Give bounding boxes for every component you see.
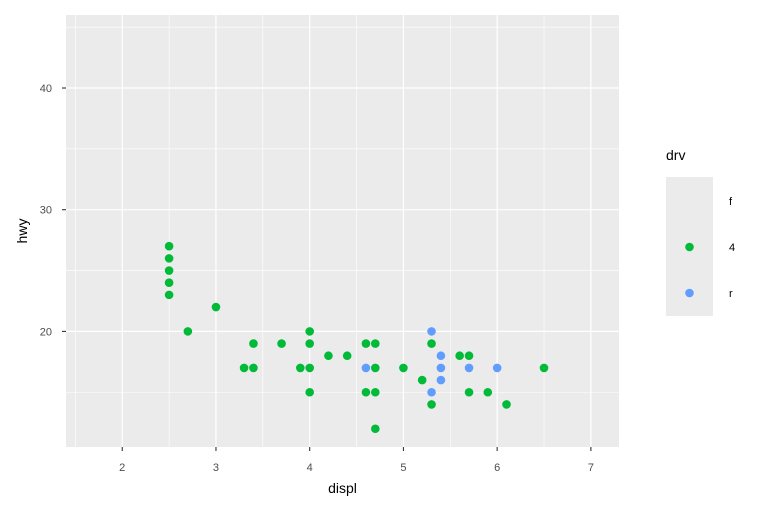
data-point-4 xyxy=(164,266,174,275)
data-point-4 xyxy=(164,290,174,300)
x-tick-label: 2 xyxy=(119,462,125,474)
legend-label-4: 4 xyxy=(729,242,735,254)
y-tick-label: 40 xyxy=(40,83,52,95)
data-point-4 xyxy=(417,375,427,385)
data-point-4 xyxy=(164,241,174,251)
data-point-4 xyxy=(305,339,314,348)
x-tick-label: 5 xyxy=(400,462,406,474)
data-point-4 xyxy=(164,254,174,263)
x-tick-label: 7 xyxy=(588,462,594,474)
data-point-4 xyxy=(427,400,436,409)
data-point-4 xyxy=(361,387,371,397)
x-tick-label: 6 xyxy=(494,462,500,474)
plot-panel xyxy=(66,15,619,447)
minor-gridlines xyxy=(66,15,619,447)
data-point-4 xyxy=(164,278,174,288)
data-points xyxy=(164,241,549,434)
data-point-4 xyxy=(183,327,193,336)
data-point-4 xyxy=(371,387,380,397)
data-point-4 xyxy=(455,351,464,361)
x-tick-label: 3 xyxy=(213,462,219,474)
data-point-4 xyxy=(277,339,286,348)
data-point-4 xyxy=(361,339,371,348)
data-point-r xyxy=(436,363,446,373)
data-point-4 xyxy=(427,339,436,348)
data-point-4 xyxy=(211,302,221,312)
data-point-4 xyxy=(464,387,474,397)
y-axis: 20 30 40 xyxy=(40,83,66,338)
legend: drv f 4 r xyxy=(666,147,735,316)
data-point-4 xyxy=(249,363,258,373)
data-point-r xyxy=(436,375,446,385)
data-point-4 xyxy=(399,363,408,373)
legend-key-4 xyxy=(685,242,694,252)
data-point-4 xyxy=(305,363,314,373)
y-axis-title: hwy xyxy=(14,219,30,244)
legend-key-r xyxy=(685,288,694,298)
y-tick-label: 30 xyxy=(40,205,52,217)
legend-label-f: f xyxy=(729,196,733,208)
data-point-r xyxy=(464,363,474,373)
data-point-4 xyxy=(483,387,493,397)
data-point-4 xyxy=(539,363,549,373)
data-point-r xyxy=(492,363,502,373)
major-gridlines xyxy=(66,15,619,447)
legend-title: drv xyxy=(666,147,685,163)
data-point-4 xyxy=(305,327,314,336)
data-point-4 xyxy=(464,351,474,361)
data-point-4 xyxy=(342,351,352,361)
x-tick-label: 4 xyxy=(307,462,313,474)
data-point-r xyxy=(436,351,446,361)
x-axis: 2 3 4 5 6 7 xyxy=(119,447,594,474)
data-point-r xyxy=(427,387,436,397)
data-point-4 xyxy=(249,339,258,348)
data-point-r xyxy=(361,363,371,373)
x-axis-title: displ xyxy=(328,480,357,496)
y-tick-label: 20 xyxy=(40,326,52,338)
data-point-4 xyxy=(305,387,314,397)
data-point-4 xyxy=(371,339,380,348)
data-point-4 xyxy=(324,351,333,361)
data-point-4 xyxy=(239,363,249,373)
data-point-4 xyxy=(371,363,380,373)
legend-label-r: r xyxy=(729,288,733,300)
data-point-4 xyxy=(296,363,305,373)
data-point-r xyxy=(427,327,436,336)
data-point-4 xyxy=(371,424,380,434)
data-point-4 xyxy=(502,400,511,409)
